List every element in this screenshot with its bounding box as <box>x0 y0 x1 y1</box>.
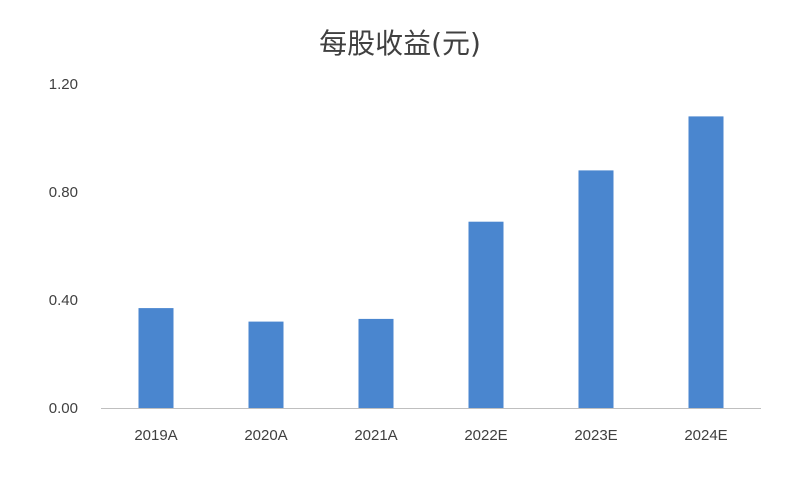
y-tick-label: 0.00 <box>49 400 78 417</box>
bar <box>468 221 504 408</box>
y-tick-label: 0.80 <box>49 184 78 201</box>
bar-series <box>138 116 724 409</box>
x-tick-label: 2021A <box>354 427 397 444</box>
x-tick-label: 2020A <box>244 427 287 444</box>
x-axis-ticks: 2019A 2020A 2021A 2022E 2023E 2024E <box>134 427 727 444</box>
bar <box>248 321 284 408</box>
x-tick-label: 2019A <box>134 427 177 444</box>
x-tick-label: 2023E <box>574 427 617 444</box>
bar <box>578 170 614 408</box>
bar <box>358 318 394 408</box>
y-tick-label: 0.40 <box>49 292 78 309</box>
y-axis-ticks: 0.00 0.40 0.80 1.20 <box>49 76 78 417</box>
bar <box>138 308 174 408</box>
bar <box>688 116 724 409</box>
y-tick-label: 1.20 <box>49 76 78 93</box>
x-tick-label: 2022E <box>464 427 507 444</box>
chart-title: 每股收益(元) <box>319 27 481 60</box>
x-tick-label: 2024E <box>684 427 727 444</box>
